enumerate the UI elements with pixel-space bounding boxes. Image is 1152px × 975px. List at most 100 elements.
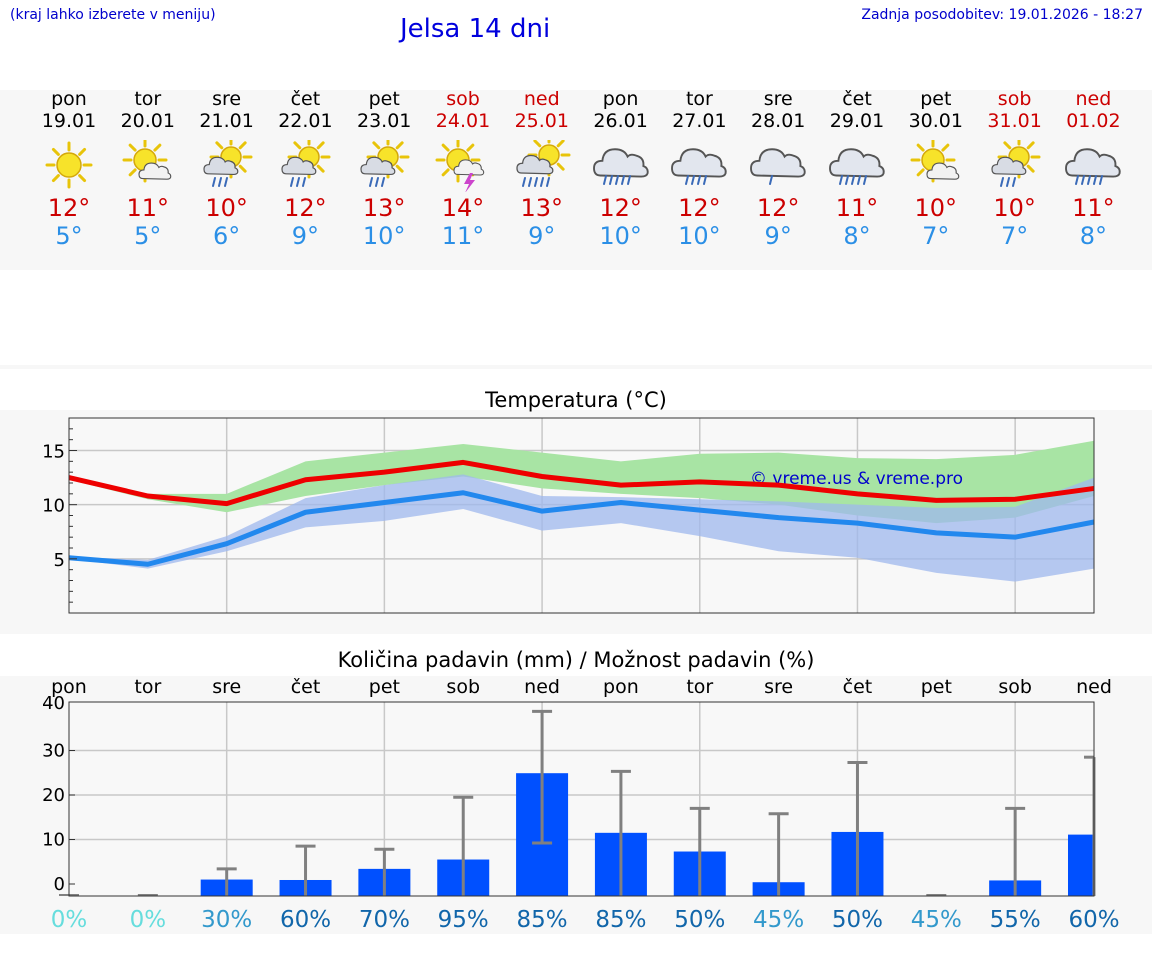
precip-probability-label: 70% xyxy=(359,907,410,933)
y-tick-label: 30 xyxy=(42,741,65,762)
day-date: 31.01 xyxy=(987,110,1042,132)
day-name: pet xyxy=(920,88,952,110)
location-hint: (kraj lahko izberete v meniju) xyxy=(10,7,216,23)
x-category-label: sob xyxy=(446,676,480,698)
precip-probability-label: 95% xyxy=(438,907,489,933)
temp-max: 10° xyxy=(993,194,1036,222)
temp-min: 9° xyxy=(291,222,320,250)
temp-min: 10° xyxy=(678,222,721,250)
day-column: tor 20.01 11° 5° xyxy=(108,88,188,250)
temp-max: 10° xyxy=(205,194,248,222)
cloud-heavy-rain-icon xyxy=(829,148,885,185)
day-name: tor xyxy=(134,88,162,110)
sun-cloud-rain-icon xyxy=(360,140,410,187)
sunny-icon xyxy=(45,141,93,189)
day-date: 24.01 xyxy=(435,110,491,132)
x-category-label: pet xyxy=(921,676,952,698)
page-title: Jelsa 14 dni xyxy=(400,14,551,44)
precip-probability-label: 85% xyxy=(595,907,646,933)
sun-cloud-rain-icon xyxy=(202,140,253,187)
precip-probability-label: 0% xyxy=(51,907,88,933)
day-name: čet xyxy=(842,88,872,110)
day-date: 26.01 xyxy=(593,110,648,132)
day-date: 25.01 xyxy=(514,110,569,132)
day-column: pon 26.01 12° 10° xyxy=(581,88,661,250)
x-category-label: sre xyxy=(212,676,241,698)
day-date: 27.01 xyxy=(672,110,727,132)
day-name: pon xyxy=(51,88,87,110)
temp-max: 10° xyxy=(914,194,958,222)
temp-min: 10° xyxy=(362,222,406,250)
day-date: 21.01 xyxy=(199,110,254,132)
day-name: čet xyxy=(290,88,321,110)
temperature-chart: © vreme.us & vreme.pro 5 10 15 xyxy=(42,417,1095,614)
cloud-light-rain-icon xyxy=(750,148,806,185)
precip-probability-label: 45% xyxy=(911,907,962,933)
day-column: ned 25.01 13° 9° xyxy=(502,88,582,250)
temp-min: 9° xyxy=(764,222,792,250)
precip-probability-label: 45% xyxy=(753,907,804,933)
day-name: pon xyxy=(602,88,639,110)
sun-cloud-rain-icon xyxy=(281,140,331,187)
day-column: sob 24.01 14° 11° xyxy=(423,88,503,250)
cloud-heavy-rain-icon xyxy=(592,148,649,185)
series-min-line xyxy=(68,490,1095,567)
day-name: sob xyxy=(446,88,480,110)
y-tick-label: 40 xyxy=(42,693,65,714)
y-tick-label: 15 xyxy=(42,442,65,463)
series-max-line xyxy=(68,459,1095,507)
day-column: sob 31.01 10° 7° xyxy=(975,88,1055,250)
day-column: pet 23.01 13° 10° xyxy=(344,88,424,250)
temp-max: 12° xyxy=(756,194,800,222)
temp-max: 12° xyxy=(47,194,91,222)
temp-min: 9° xyxy=(528,222,556,250)
temp-min: 5° xyxy=(134,222,162,250)
temp-min: 7° xyxy=(1000,222,1029,250)
day-column: sre 21.01 10° 6° xyxy=(187,88,267,250)
temp-max: 12° xyxy=(678,194,721,222)
temp-min: 6° xyxy=(212,222,241,250)
y-tick-label: 0 xyxy=(54,874,65,895)
y-tick-label: 10 xyxy=(42,496,65,517)
temp-min: 5° xyxy=(55,222,83,250)
sun-cloud-icon xyxy=(910,140,960,183)
temp-max: 14° xyxy=(441,194,485,222)
temp-max: 11° xyxy=(126,194,170,222)
day-name: ned xyxy=(1075,88,1112,110)
x-category-label: tor xyxy=(134,676,161,698)
plot-frame xyxy=(68,701,1095,897)
precip-chart-title: Količina padavin (mm) / Možnost padavin … xyxy=(337,648,815,672)
x-category-label: ned xyxy=(1076,676,1112,698)
temp-min: 8° xyxy=(1079,222,1108,250)
y-tick-label: 20 xyxy=(42,785,65,806)
watermark: © vreme.us & vreme.pro xyxy=(750,469,963,489)
day-date: 23.01 xyxy=(356,110,412,132)
day-column: čet 22.01 12° 9° xyxy=(265,88,345,250)
day-date: 28.01 xyxy=(750,110,806,132)
precip-probability-label: 60% xyxy=(1068,907,1119,933)
cloud-rain-icon xyxy=(671,148,728,185)
x-category-label: sre xyxy=(764,676,793,698)
precip-probability-label: 0% xyxy=(130,907,167,933)
day-date: 30.01 xyxy=(908,110,963,132)
last-update: Zadnja posodobitev: 19.01.2026 - 18:27 xyxy=(861,7,1143,23)
day-name: ned xyxy=(523,88,560,110)
day-column: tor 27.01 12° 10° xyxy=(659,88,739,250)
plot-area xyxy=(69,702,1094,896)
y-tick-label: 10 xyxy=(42,830,65,851)
precip-probability-label: 85% xyxy=(517,907,568,933)
temp-max: 13° xyxy=(520,194,564,222)
precip-probability-label: 55% xyxy=(990,907,1041,933)
day-date: 29.01 xyxy=(829,110,885,132)
day-name: pet xyxy=(368,88,400,110)
day-name: sob xyxy=(997,88,1032,110)
temp-min: 10° xyxy=(599,222,642,250)
forecast-band xyxy=(0,90,1152,270)
temp-min: 8° xyxy=(843,222,871,250)
x-category-label: pon xyxy=(603,676,639,698)
x-category-label: sob xyxy=(998,676,1032,698)
day-name: sre xyxy=(212,88,242,110)
temp-max: 13° xyxy=(362,194,406,222)
precip-probability-label: 30% xyxy=(201,907,252,933)
x-category-label: čet xyxy=(843,676,873,698)
